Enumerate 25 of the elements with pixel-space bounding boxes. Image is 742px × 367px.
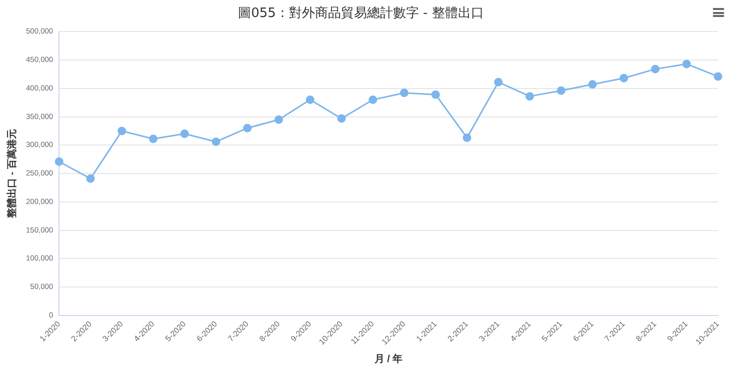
point (462, 134, 472, 142)
point (212, 137, 220, 146)
point (620, 74, 628, 82)
point (400, 88, 408, 98)
point (682, 60, 691, 68)
point (180, 130, 189, 138)
point (118, 126, 126, 136)
point (243, 124, 252, 132)
point (494, 78, 503, 86)
point (148, 134, 158, 144)
point (714, 72, 722, 81)
point (54, 157, 64, 166)
point (556, 86, 566, 95)
point (274, 115, 283, 124)
x-axis-title: 月 / 年 (373, 352, 403, 365)
y-axis-title: 整體出口 - 百萬港元 (6, 129, 18, 219)
point (525, 92, 534, 101)
point (86, 174, 95, 183)
point (651, 64, 660, 74)
point (337, 114, 346, 123)
point (306, 95, 314, 104)
chart-title: 圖055：對外商品貿易總計數字 - 整體出口 (238, 5, 484, 22)
point (431, 90, 440, 99)
point (368, 95, 378, 104)
point (588, 80, 597, 89)
